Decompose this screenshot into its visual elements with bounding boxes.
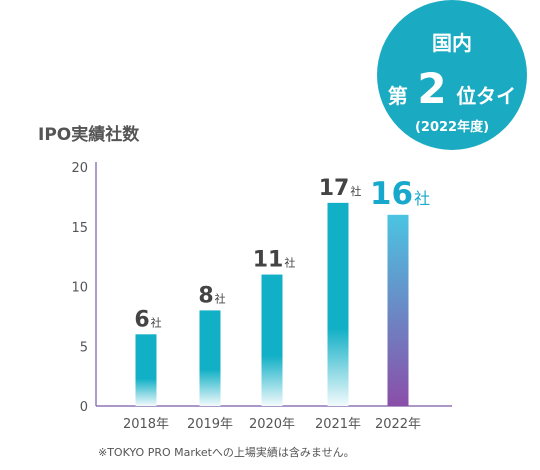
badge-rank-prefix: 第: [388, 84, 408, 108]
badge-circle: [377, 0, 527, 150]
badge-line2: 第 2 位タイ: [388, 64, 516, 113]
badge-line3: (2022年度): [415, 119, 489, 135]
bar-2022年: [387, 214, 409, 406]
value-number: 16: [370, 176, 413, 212]
badge-rank-number: 2: [417, 64, 446, 113]
y-tick-label: 0: [80, 400, 88, 415]
bar-2021年: [327, 202, 349, 406]
value-number: 11: [253, 248, 284, 273]
bars: [135, 202, 409, 406]
value-number: 6: [134, 307, 149, 332]
bar-2020年: [261, 274, 283, 406]
x-tick-label: 2022年: [375, 417, 421, 432]
value-unit: 社: [414, 189, 430, 208]
bar-2018年: [135, 334, 157, 406]
y-tick-label: 20: [71, 161, 88, 176]
value-label: 8社: [198, 283, 225, 308]
y-tick-label: 5: [80, 340, 88, 355]
value-number: 8: [198, 283, 213, 308]
value-number: 17: [319, 176, 350, 201]
value-label: 16社: [370, 176, 430, 212]
bar-2019年: [199, 310, 221, 406]
badge-line1: 国内: [432, 31, 472, 55]
x-tick-label: 2018年: [123, 417, 169, 432]
x-tick-label: 2019年: [187, 417, 233, 432]
value-label: 17社: [319, 176, 362, 201]
footnote: ※TOKYO PRO Marketへの上場実績は含みません。: [98, 445, 355, 459]
rank-badge: 国内 第 2 位タイ (2022年度): [377, 0, 527, 150]
value-label: 11社: [253, 248, 296, 273]
value-unit: 社: [284, 256, 295, 270]
chart-title: IPO実績社数: [38, 124, 140, 145]
y-tick-label: 10: [71, 281, 88, 296]
y-tick-label: 15: [71, 221, 88, 236]
x-tick-label: 2020年: [249, 417, 295, 432]
y-tick-labels: 0 5 10 15 20: [71, 161, 88, 415]
x-tick-labels: 2018年 2019年 2020年 2021年 2022年: [123, 417, 421, 432]
badge-rank-suffix: 位タイ: [456, 84, 516, 108]
value-label: 6社: [134, 307, 161, 332]
value-unit: 社: [350, 184, 361, 198]
x-tick-label: 2021年: [315, 417, 361, 432]
value-unit: 社: [215, 291, 226, 305]
value-unit: 社: [151, 315, 162, 329]
